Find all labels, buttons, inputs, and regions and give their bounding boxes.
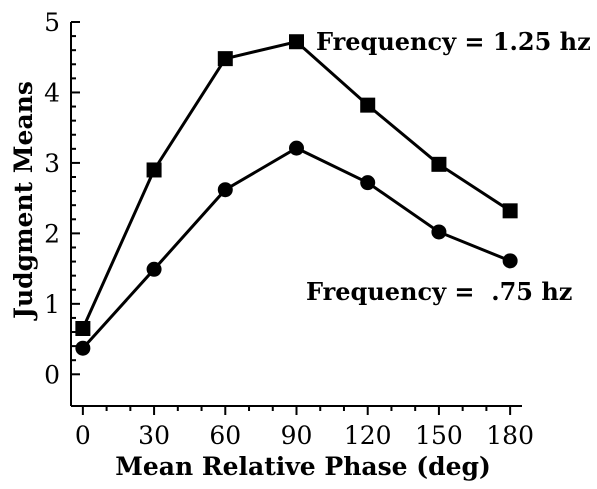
circle-marker <box>502 253 518 269</box>
series-layer <box>75 34 518 356</box>
x-tick-label: 30 <box>138 421 170 450</box>
series-1 <box>75 140 518 356</box>
series-label-high-frequency: Frequency = 1.25 hz <box>316 27 591 56</box>
x-tick-label: 180 <box>486 421 534 450</box>
y-axis-title: Judgment Means <box>9 81 38 321</box>
square-marker <box>289 34 304 50</box>
circle-marker <box>146 261 162 277</box>
x-ticks: 0 30 60 90 120 150 180 <box>75 406 534 450</box>
circle-marker <box>217 182 233 198</box>
x-tick-label: 90 <box>281 421 313 450</box>
circle-marker <box>431 224 447 240</box>
x-axis-title: Mean Relative Phase (deg) <box>115 452 491 481</box>
series-line <box>81 146 511 350</box>
square-marker <box>146 162 162 178</box>
y-tick-label: 1 <box>44 290 60 319</box>
circle-marker <box>360 175 376 191</box>
x-tick-label: 150 <box>415 421 463 450</box>
circle-marker <box>289 140 304 156</box>
x-tick-label: 120 <box>344 421 392 450</box>
square-marker <box>360 97 376 113</box>
square-marker <box>502 203 518 219</box>
axes: 0 1 2 3 4 5 0 30 60 90 120 150 180 <box>44 8 534 450</box>
y-tick-label: 0 <box>44 360 60 389</box>
y-tick-label: 5 <box>44 8 60 37</box>
y-tick-label: 3 <box>44 149 60 178</box>
y-tick-label: 4 <box>44 78 60 107</box>
circle-marker <box>75 340 91 356</box>
square-marker <box>75 320 91 336</box>
square-marker <box>431 156 447 172</box>
series-0 <box>75 34 518 336</box>
y-ticks: 0 1 2 3 4 5 <box>44 8 80 389</box>
y-tick-label: 2 <box>44 219 60 248</box>
series-label-low-frequency: Frequency = .75 hz <box>306 277 572 306</box>
x-tick-label: 0 <box>75 421 91 450</box>
square-marker <box>217 51 233 67</box>
x-tick-label: 60 <box>209 421 241 450</box>
